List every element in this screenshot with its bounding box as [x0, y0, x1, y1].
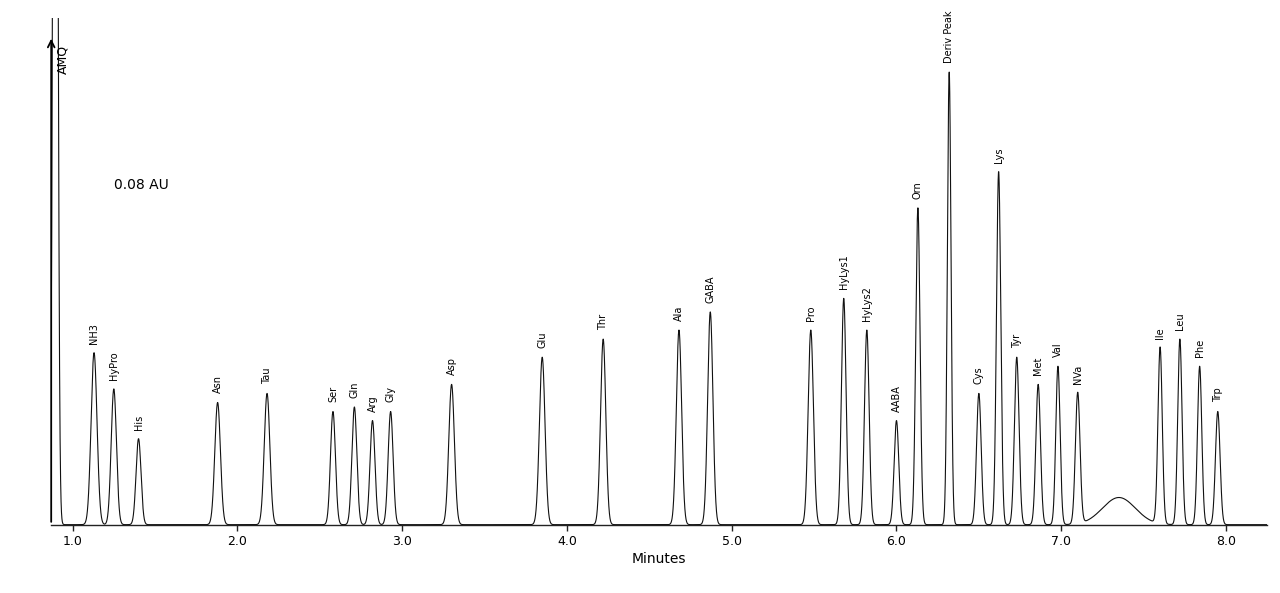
Text: AABA: AABA — [891, 385, 901, 412]
X-axis label: Minutes: Minutes — [632, 552, 686, 566]
Text: Arg: Arg — [367, 395, 378, 412]
Text: AMQ: AMQ — [56, 45, 69, 74]
Text: Tau: Tau — [262, 368, 273, 384]
Text: GABA: GABA — [705, 275, 716, 303]
Text: HyLys2: HyLys2 — [861, 286, 872, 321]
Text: Met: Met — [1033, 357, 1043, 375]
Text: Gln: Gln — [349, 381, 360, 398]
Text: NH3: NH3 — [90, 323, 99, 343]
Text: Lys: Lys — [993, 147, 1004, 162]
Text: Trp: Trp — [1212, 388, 1222, 403]
Text: His: His — [133, 415, 143, 429]
Text: Phe: Phe — [1194, 339, 1204, 357]
Text: Deriv Peak: Deriv Peak — [945, 11, 954, 63]
Text: Gly: Gly — [385, 387, 396, 403]
Text: Tyr: Tyr — [1011, 334, 1021, 348]
Text: Glu: Glu — [538, 331, 548, 348]
Text: Val: Val — [1053, 343, 1062, 357]
Text: Leu: Leu — [1175, 313, 1185, 330]
Text: Ile: Ile — [1155, 327, 1165, 339]
Text: Orn: Orn — [913, 181, 923, 199]
Text: HyPro: HyPro — [109, 351, 119, 380]
Text: HyLys1: HyLys1 — [838, 254, 849, 289]
Text: Pro: Pro — [806, 305, 815, 321]
Text: NVa: NVa — [1073, 365, 1083, 384]
Text: Cys: Cys — [974, 366, 984, 384]
Text: Thr: Thr — [598, 314, 608, 330]
Text: Ala: Ala — [675, 305, 684, 321]
Text: Ser: Ser — [328, 386, 338, 403]
Text: Asp: Asp — [447, 358, 457, 375]
Text: Asn: Asn — [212, 375, 223, 393]
Text: 0.08 AU: 0.08 AU — [114, 178, 169, 192]
